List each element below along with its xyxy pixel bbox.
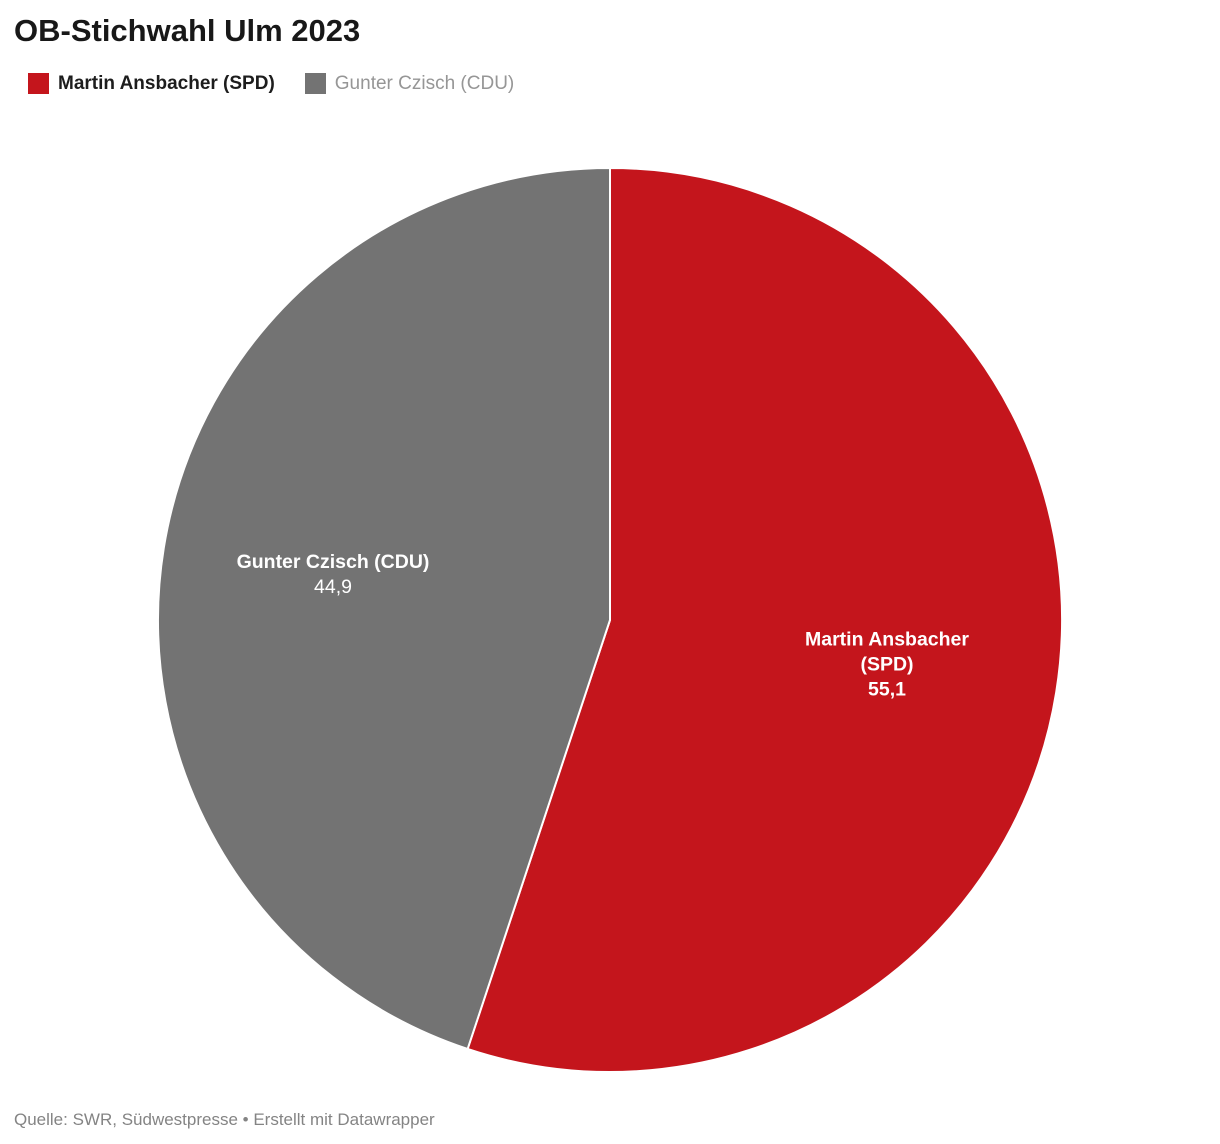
chart-title: OB-Stichwahl Ulm 2023 bbox=[14, 13, 361, 48]
source-attribution: Quelle: SWR, Südwestpresse • Erstellt mi… bbox=[14, 1110, 435, 1129]
chart-header: OB-Stichwahl Ulm 2023 Martin Ansbacher (… bbox=[0, 0, 1220, 95]
legend-swatch-gray bbox=[304, 73, 326, 95]
legend-swatch-red bbox=[28, 73, 49, 95]
legend-item-czisch: Gunter Czisch (CDU) bbox=[304, 72, 515, 95]
legend-label-czisch: Gunter Czisch (CDU) bbox=[334, 72, 515, 94]
legend: Martin Ansbacher (SPD) Gunter Czisch (CD… bbox=[28, 73, 1192, 95]
pie-chart bbox=[157, 167, 1063, 1073]
pie-slice-1[interactable] bbox=[157, 167, 611, 1050]
legend-label-ansbacher: Martin Ansbacher (SPD) bbox=[58, 72, 275, 94]
pie-slice-0[interactable] bbox=[466, 167, 1063, 1073]
legend-item-ansbacher: Martin Ansbacher (SPD) bbox=[28, 73, 275, 95]
pie-chart-area bbox=[0, 130, 1220, 1080]
